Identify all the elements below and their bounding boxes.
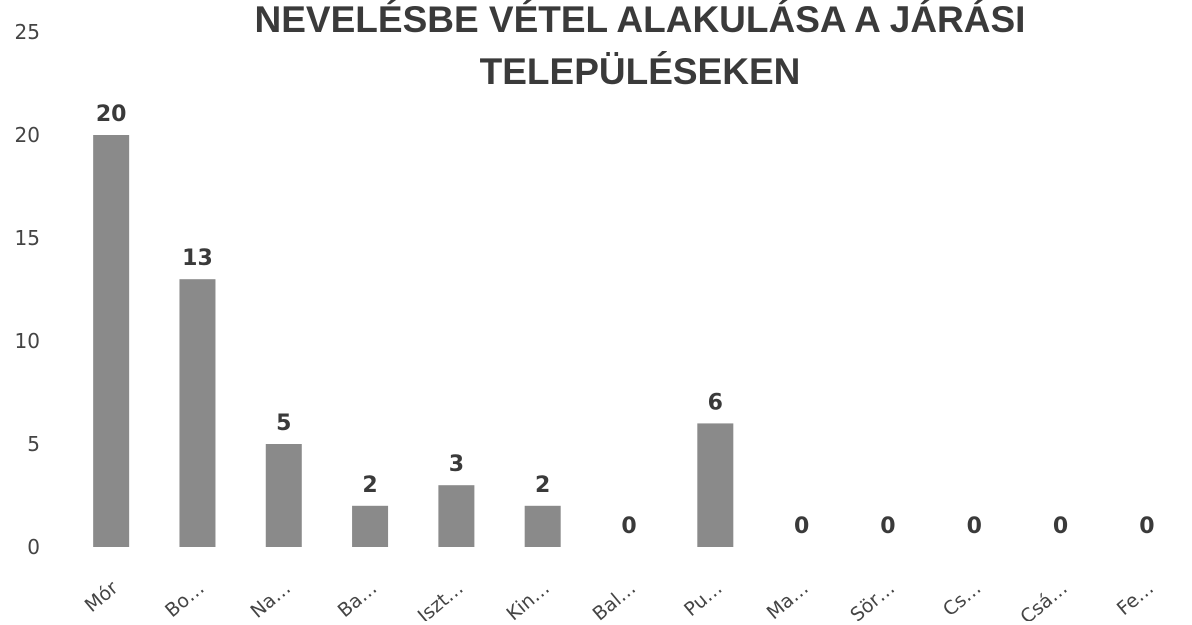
x-tick-label: Bal… [589, 577, 641, 621]
bar [697, 423, 734, 547]
bar [93, 135, 130, 547]
y-tick-label: 5 [27, 432, 40, 456]
x-tick-label: Ba… [334, 577, 382, 621]
bar [524, 505, 561, 547]
data-label: 20 [96, 102, 127, 127]
x-tick-label: Bo… [161, 577, 209, 621]
data-label: 5 [276, 411, 291, 436]
x-tick-label: Fe… [1113, 577, 1158, 620]
x-tick-label: Iszt… [414, 577, 468, 621]
x-tick-label: Mór [81, 577, 123, 617]
x-tick-label: Kin… [502, 577, 554, 621]
data-label: 0 [794, 514, 809, 539]
bar [352, 505, 389, 547]
bar [265, 444, 302, 547]
data-label: 0 [621, 514, 636, 539]
data-label: 3 [449, 452, 464, 477]
data-label: 0 [1053, 514, 1068, 539]
data-label: 0 [880, 514, 895, 539]
x-tick-label: Cs… [939, 577, 985, 621]
y-tick-label: 15 [15, 226, 40, 250]
y-tick-label: 25 [15, 20, 40, 44]
data-label: 13 [182, 246, 213, 271]
x-tick-label: Sör… [846, 577, 899, 621]
bar [438, 485, 475, 547]
chart-title: NEVELÉSBE VÉTEL ALAKULÁSA A JÁRÁSI TELEP… [254, 0, 1026, 92]
data-label: 6 [708, 390, 723, 415]
x-tick-label: Na… [246, 577, 295, 621]
data-label: 0 [967, 514, 982, 539]
data-label: 2 [535, 473, 550, 498]
data-label: 0 [1139, 514, 1154, 539]
y-tick-label: 10 [15, 329, 40, 353]
y-tick-label: 0 [27, 535, 40, 559]
bar [179, 279, 216, 547]
data-label: 2 [362, 473, 377, 498]
x-tick-label: Csá… [1016, 577, 1071, 621]
x-tick-label: Pu… [680, 577, 726, 621]
x-tick-label: Ma… [763, 577, 813, 621]
y-tick-label: 20 [15, 123, 40, 147]
